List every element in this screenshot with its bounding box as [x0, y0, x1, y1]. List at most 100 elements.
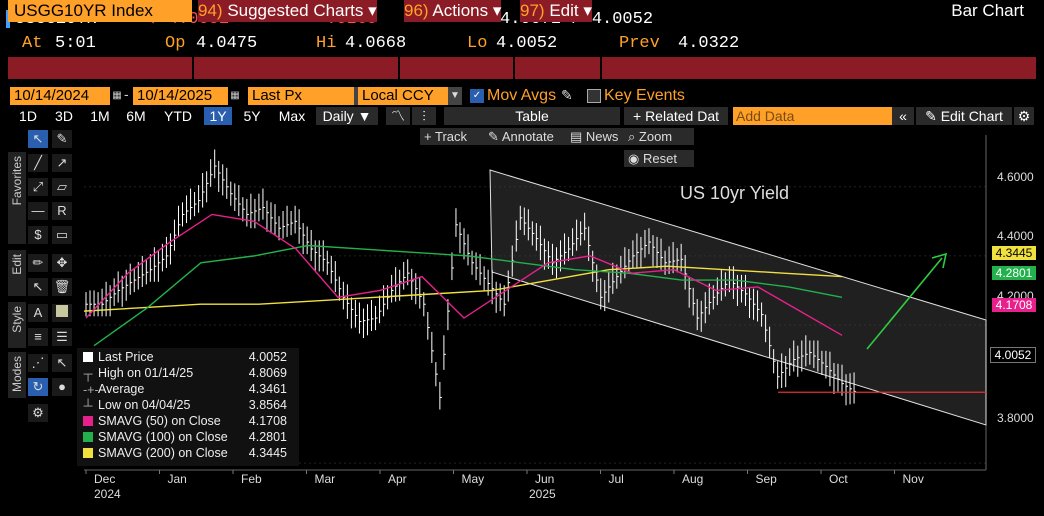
color-palette-icon[interactable]: ● — [52, 378, 72, 396]
zoom-icon: ⌕ — [628, 129, 636, 144]
sma50-tag: 4.1708 — [992, 298, 1036, 312]
line-style-icon[interactable]: ≡ — [28, 328, 48, 346]
sma100-line — [93, 244, 843, 347]
reset-icon: ◉ — [628, 151, 640, 166]
brush-icon[interactable]: ✏ — [28, 254, 48, 272]
y-tick-label: 4.6000 — [997, 170, 1034, 184]
trend-channel — [489, 169, 987, 426]
period-5y[interactable]: 5Y — [243, 108, 261, 124]
x-tick-label: Jul — [609, 472, 624, 486]
horizontal-line-icon[interactable]: — — [28, 202, 48, 220]
trend-arrow — [866, 252, 948, 350]
start-date-input[interactable]: 10/14/2024 — [10, 87, 112, 105]
low-label: Lo — [467, 34, 488, 53]
chart-title: US 10yr Yield — [680, 183, 789, 203]
draw-menu-icon[interactable]: ✎ — [52, 130, 72, 148]
chevron-down-icon[interactable]: ▼ — [448, 87, 462, 105]
edit-chart-label: Edit Chart — [940, 108, 1003, 124]
line-draw-icon[interactable]: ╱ — [28, 154, 48, 172]
dotted-mode-icon[interactable]: ⋰ — [28, 354, 48, 372]
end-date-input[interactable]: 10/14/2025 — [133, 87, 235, 105]
bar-chart-icon[interactable]: ⫶ — [412, 107, 436, 125]
frequency-select[interactable]: Daily ▼ — [316, 107, 378, 125]
legend-label: High on 01/14/25 — [98, 366, 194, 380]
ruler-icon[interactable]: $ — [28, 226, 48, 244]
shape-icon[interactable]: ▭ — [52, 226, 72, 244]
menu-number: 97) — [520, 1, 545, 20]
pointer-mode-icon[interactable]: ↖ — [52, 354, 72, 372]
line-chart-icon[interactable]: 〽 — [386, 107, 410, 125]
suggested-charts-menu[interactable]: 94) Suggested Charts ▾ — [198, 0, 377, 22]
chart-type-label: Bar Chart — [951, 1, 1024, 20]
related-data-button[interactable]: + Related Dat — [624, 107, 728, 125]
currency-select[interactable]: Local CCY — [358, 87, 454, 105]
legend-average: -+-Average 4.3461 — [83, 382, 287, 397]
edit-menu[interactable]: 97) Edit ▾ — [520, 0, 592, 22]
x-tick-label: Dec — [94, 472, 115, 486]
low-value: 4.0052 — [496, 34, 558, 53]
security-field[interactable]: USGG10YR Index — [8, 0, 192, 22]
add-data-input[interactable]: Add Data — [733, 107, 892, 125]
channel-icon[interactable]: ▱ — [52, 178, 72, 196]
date-separator: - — [124, 86, 129, 102]
edit-chart-button[interactable]: ✎ Edit Chart — [916, 107, 1012, 125]
x-tick-label: Jan — [168, 472, 187, 486]
prev-value: 4.0322 — [678, 34, 740, 53]
actions-menu[interactable]: 96) Actions ▾ — [404, 0, 502, 22]
cmd-divider — [600, 57, 602, 79]
fill-color-icon[interactable] — [52, 304, 72, 322]
at-label: At — [22, 34, 43, 53]
last-price-tag: 4.0052 — [990, 347, 1036, 363]
open-value: 4.0475 — [196, 34, 258, 53]
sidebar-edit[interactable]: Edit — [8, 250, 26, 296]
calendar-icon[interactable]: ▦ — [228, 87, 242, 105]
collapse-icon[interactable]: « — [892, 107, 914, 125]
x-tick-label: Jun — [535, 472, 554, 486]
period-ytd[interactable]: YTD — [164, 108, 192, 124]
sidebar-favorites[interactable]: Favorites — [8, 152, 26, 244]
arrow-draw-icon[interactable]: ↗ — [52, 154, 72, 172]
sma200-tag: 4.3445 — [992, 246, 1036, 260]
period-1y[interactable]: 1Y — [204, 107, 232, 125]
field-select[interactable]: Last Px — [248, 87, 356, 105]
gear-icon[interactable]: ⚙ — [28, 404, 48, 422]
news-button[interactable]: ▤ News — [566, 128, 626, 145]
legend-sma100: SMAVG (100) on Close 4.2801 — [83, 430, 293, 445]
reset-button[interactable]: ◉ Reset — [624, 150, 694, 167]
ray-icon[interactable]: ⤢ — [28, 178, 48, 196]
legend-label: Low on 04/04/25 — [98, 398, 191, 412]
track-button[interactable]: + Track — [420, 128, 486, 145]
period-6m[interactable]: 6M — [126, 108, 146, 124]
sidebar-label: Edit — [10, 254, 24, 275]
calendar-icon[interactable]: ▦ — [110, 87, 124, 105]
font-icon[interactable]: A — [28, 304, 48, 322]
period-1d[interactable]: 1D — [19, 108, 37, 124]
sidebar-modes[interactable]: Modes — [8, 352, 26, 398]
text-tool-icon[interactable]: R — [52, 202, 72, 220]
zoom-button[interactable]: ⌕ Zoom — [624, 128, 694, 145]
key-events-checkbox[interactable] — [587, 89, 601, 103]
cursor-icon[interactable]: ↖ — [28, 130, 48, 148]
legend-value: 4.8069 — [248, 366, 287, 380]
crosshair-icon: + — [424, 129, 432, 144]
x-tick-label: Oct — [829, 472, 848, 486]
annotate-label: Annotate — [501, 129, 554, 144]
chart-legend: Last Price 4.0052 ┬ High on 01/14/25 4.8069… — [77, 348, 299, 466]
select-icon[interactable]: ↖ — [28, 278, 48, 296]
period-1m[interactable]: 1M — [90, 108, 110, 124]
line-width-icon[interactable]: ☰ — [52, 328, 72, 346]
move-icon[interactable]: ✥ — [52, 254, 72, 272]
period-3d[interactable]: 3D — [55, 108, 73, 124]
refresh-mode-icon[interactable]: ↻ — [28, 378, 48, 396]
mov-avgs-checkbox[interactable]: ✓ — [470, 89, 484, 103]
gear-icon[interactable]: ⚙ — [1014, 107, 1034, 125]
annotate-button[interactable]: ✎ Annotate — [484, 128, 566, 145]
trash-icon[interactable]: 🗑 — [52, 278, 72, 296]
y-tick-label: 3.8000 — [997, 411, 1034, 425]
period-max[interactable]: Max — [278, 108, 306, 124]
news-label: News — [585, 129, 619, 144]
table-button[interactable]: Table — [444, 107, 620, 125]
pencil-icon[interactable]: ✎ — [561, 87, 573, 103]
legend-label: Average — [98, 382, 145, 396]
sidebar-style[interactable]: Style — [8, 302, 26, 348]
